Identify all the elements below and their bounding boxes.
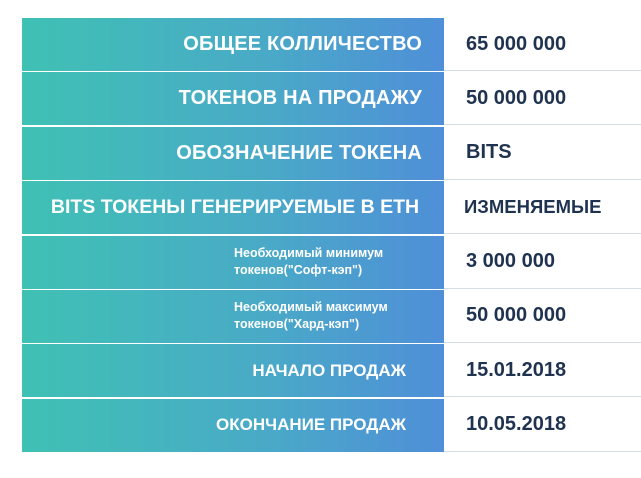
row-label: ОБОЗНАЧЕНИЕ ТОКЕНА <box>22 126 444 180</box>
row-divider <box>22 234 444 236</box>
row-label-text: BITS ТОКЕНЫ ГЕНЕРИРУЕМЫЕ В ETH <box>50 196 420 219</box>
row-divider <box>22 71 444 73</box>
row-label-lines: Необходимый минимум токенов("Софт-кэп") <box>234 245 383 279</box>
row-value-text: ИЗМЕНЯЕМЫЕ <box>464 196 602 218</box>
row-divider <box>22 288 444 290</box>
table-row: Необходимый максимум токенов("Хард-кэп")… <box>22 289 641 345</box>
row-label-text: ТОКЕНОВ НА ПРОДАЖУ <box>178 87 422 110</box>
row-value-text: 3 000 000 <box>466 250 555 273</box>
row-value-text: BITS <box>466 141 512 164</box>
row-label-line2: токенов("Софт-кэп") <box>234 263 363 278</box>
row-value-text: 10.05.2018 <box>466 413 567 436</box>
table-row: BITS ТОКЕНЫ ГЕНЕРИРУЕМЫЕ В ETH ИЗМЕНЯЕМЫ… <box>22 181 641 236</box>
row-divider <box>22 397 444 399</box>
row-divider <box>22 179 444 182</box>
row-divider <box>22 125 444 127</box>
row-label: ТОКЕНОВ НА ПРОДАЖУ <box>22 72 444 126</box>
row-label-line2: токенов("Хард-кэп") <box>234 317 360 332</box>
row-value: BITS <box>444 127 641 180</box>
row-label: Необходимый минимум токенов("Софт-кэп") <box>22 235 444 289</box>
table-row: ОБЩЕЕ КОЛЛИЧЕСТВО 65 000 000 <box>22 18 641 73</box>
row-value: 15.01.2018 <box>444 344 641 398</box>
row-value: 10.05.2018 <box>444 399 641 452</box>
table-row: ОБОЗНАЧЕНИЕ ТОКЕНА BITS <box>22 126 641 182</box>
row-value: 65 000 000 <box>444 18 641 71</box>
row-label-text: НАЧАЛО ПРОДАЖ <box>252 360 406 380</box>
row-value: ИЗМЕНЯЕМЫЕ <box>444 181 641 235</box>
row-value-text: 15.01.2018 <box>466 358 567 381</box>
row-value: 50 000 000 <box>444 290 641 343</box>
row-label-lines: Необходимый максимум токенов("Хард-кэп") <box>234 299 388 333</box>
token-sale-table: ОБЩЕЕ КОЛЛИЧЕСТВО 65 000 000 ТОКЕНОВ НА … <box>22 18 641 453</box>
row-value-text: 50 000 000 <box>466 86 567 109</box>
table-row: ТОКЕНОВ НА ПРОДАЖУ 50 000 000 <box>22 72 641 127</box>
row-label: Необходимый максимум токенов("Хард-кэп") <box>22 289 444 343</box>
row-label-line1: Необходимый максимум <box>234 300 388 315</box>
row-value-text: 50 000 000 <box>466 304 567 327</box>
row-label: BITS ТОКЕНЫ ГЕНЕРИРУЕМЫЕ В ETH <box>22 181 444 235</box>
row-value-text: 65 000 000 <box>466 32 567 55</box>
table-row: ОКОНЧАНИЕ ПРОДАЖ 10.05.2018 <box>22 398 641 453</box>
row-label: ОБЩЕЕ КОЛЛИЧЕСТВО <box>22 18 444 71</box>
row-divider <box>22 342 444 345</box>
row-label-text: ОКОНЧАНИЕ ПРОДАЖ <box>216 415 406 435</box>
table-row: Необходимый минимум токенов("Софт-кэп") … <box>22 235 641 290</box>
row-label: ОКОНЧАНИЕ ПРОДАЖ <box>22 398 444 452</box>
row-label: НАЧАЛО ПРОДАЖ <box>22 344 444 398</box>
row-label-line1: Необходимый минимум <box>234 246 384 261</box>
table-row: НАЧАЛО ПРОДАЖ 15.01.2018 <box>22 344 641 399</box>
row-value: 50 000 000 <box>444 72 641 126</box>
row-label-text: ОБОЗНАЧЕНИЕ ТОКЕНА <box>176 141 422 164</box>
row-label-text: ОБЩЕЕ КОЛЛИЧЕСТВО <box>183 33 422 55</box>
row-value: 3 000 000 <box>444 236 641 289</box>
